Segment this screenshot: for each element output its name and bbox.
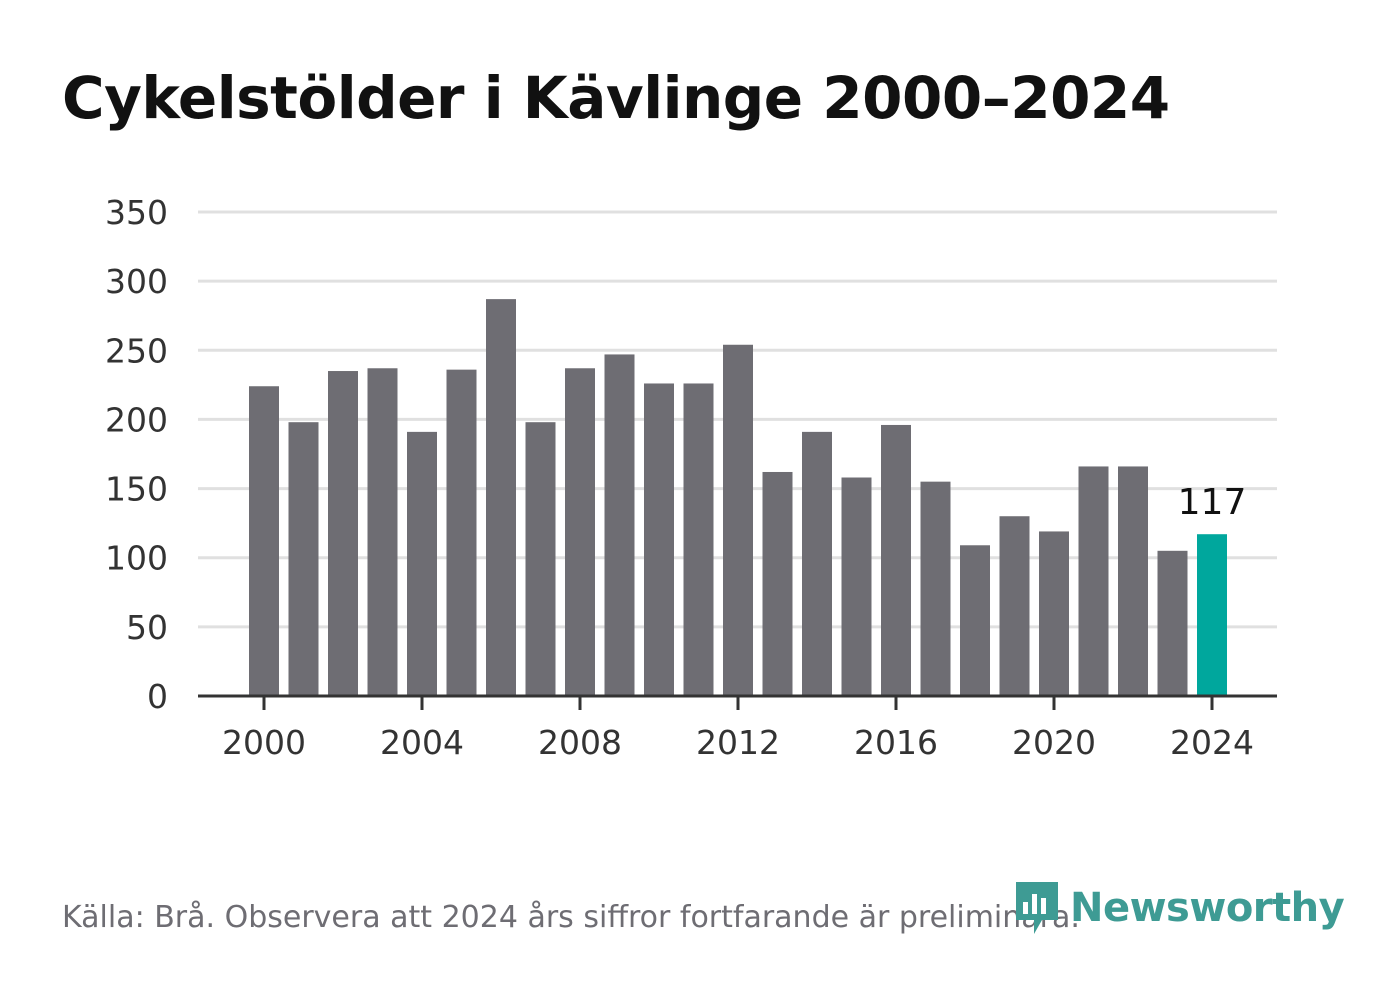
y-tick-label: 100	[105, 539, 168, 578]
newsworthy-logo: Newsworthy	[1012, 878, 1345, 938]
bar-2022	[1118, 466, 1148, 696]
bar-2011	[683, 383, 714, 696]
x-tick-label: 2020	[1012, 723, 1096, 762]
x-tick-label: 2008	[538, 723, 622, 762]
y-tick-label: 250	[105, 331, 168, 370]
chart-title: Cykelstölder i Kävlinge 2000–2024	[62, 64, 1170, 132]
bar-2000	[249, 386, 279, 696]
x-tick-label: 2000	[222, 723, 306, 762]
y-tick-label: 350	[105, 193, 168, 232]
bars	[249, 299, 1227, 696]
x-tick-label: 2012	[696, 723, 780, 762]
bar-2010	[644, 383, 674, 696]
bar-2012	[723, 344, 753, 696]
bar-2020	[1039, 531, 1069, 696]
bar-2021	[1078, 466, 1109, 696]
x-tick-label: 2024	[1170, 723, 1254, 762]
source-note: Källa: Brå. Observera att 2024 års siffr…	[62, 900, 1080, 935]
y-tick-label: 50	[126, 608, 168, 647]
x-axis	[198, 694, 1277, 710]
bar-2004	[407, 431, 437, 696]
newsworthy-bar-chart-pin-icon	[1016, 882, 1058, 934]
y-tick-label: 150	[105, 470, 168, 509]
x-tick-label: 2004	[380, 723, 464, 762]
bar-2005	[446, 369, 477, 696]
bar-2024	[1197, 534, 1227, 696]
bar-2006	[486, 299, 516, 696]
bar-2023	[1157, 550, 1188, 696]
tick-labels: 0 50 100 150 200 250 300 350 117 2000 2004 2008 2012…	[105, 193, 1254, 762]
y-tick-label: 300	[105, 262, 168, 301]
newsworthy-logo-text: Newsworthy	[1070, 885, 1345, 931]
bar-2001	[288, 422, 319, 696]
bar-2003	[367, 368, 398, 696]
y-tick-label: 200	[105, 400, 168, 439]
y-tick-label: 0	[147, 677, 168, 716]
bar-2002	[328, 371, 358, 696]
bar-2008	[565, 368, 595, 696]
x-tick-label: 2016	[854, 723, 938, 762]
bar-2019	[999, 516, 1030, 696]
bar-2007	[525, 422, 556, 696]
bar-2013	[762, 471, 793, 696]
bar-2018	[960, 545, 990, 696]
bar-2016	[881, 424, 911, 696]
data-label-2024: 117	[1178, 482, 1247, 523]
bar-2017	[920, 481, 951, 696]
bar-2009	[604, 354, 635, 696]
bar-2014	[802, 431, 832, 696]
bar-2015	[841, 477, 872, 696]
